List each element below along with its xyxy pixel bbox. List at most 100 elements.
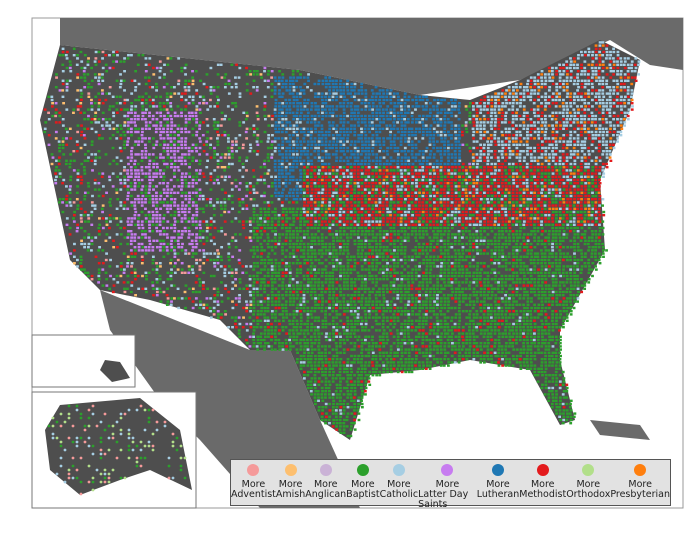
- county-dot: [508, 214, 512, 217]
- county-dot: [450, 162, 454, 166]
- county-dot: [65, 82, 69, 86]
- county-dot: [241, 201, 245, 204]
- county-dot: [191, 201, 195, 204]
- county-dot: [558, 169, 561, 172]
- county-dot: [375, 175, 379, 178]
- county-dot: [633, 76, 637, 79]
- county-dot: [396, 201, 400, 204]
- county-dot: [479, 198, 483, 201]
- county-dot: [432, 105, 435, 108]
- county-dot: [263, 105, 267, 108]
- county-dot: [144, 127, 148, 130]
- county-dot: [576, 63, 579, 66]
- county-dot: [601, 70, 605, 73]
- county-dot: [634, 66, 638, 70]
- county-dot: [566, 92, 570, 95]
- county-dot: [547, 95, 551, 98]
- county-dot: [309, 153, 313, 156]
- county-dot: [198, 121, 202, 124]
- county-dot: [598, 82, 601, 86]
- county-dot: [86, 159, 90, 162]
- county-dot: [382, 169, 386, 172]
- county-dot: [152, 159, 156, 162]
- county-dot: [454, 137, 458, 140]
- county-dot: [378, 127, 382, 130]
- county-dot: [587, 150, 591, 153]
- county-dot: [360, 207, 364, 210]
- county-dot: [569, 178, 573, 182]
- county-dot: [515, 150, 519, 153]
- county-dot: [407, 172, 411, 175]
- county-dot: [317, 92, 321, 95]
- county-dot: [144, 118, 147, 121]
- county-dot: [482, 108, 486, 111]
- county-dot: [367, 150, 371, 153]
- county-dot: [126, 124, 130, 127]
- county-dot: [299, 198, 303, 201]
- county-dot: [378, 204, 382, 207]
- county-dot: [159, 95, 163, 98]
- county-dot: [494, 102, 497, 105]
- county-dot: [140, 210, 144, 214]
- county-dot: [500, 188, 504, 191]
- county-dot: [191, 134, 195, 137]
- county-dot: [450, 105, 454, 108]
- county-dot: [338, 166, 342, 169]
- county-dot: [594, 172, 598, 175]
- county-dot: [155, 169, 158, 172]
- county-dot: [584, 130, 587, 134]
- county-dot: [93, 204, 97, 207]
- county-dot: [627, 76, 630, 79]
- county-dot: [123, 185, 127, 188]
- county-dot: [457, 210, 461, 214]
- county-dot: [432, 134, 436, 137]
- county-dot: [332, 140, 336, 143]
- county-dot: [572, 137, 576, 140]
- county-dot: [436, 175, 440, 178]
- county-dot: [126, 114, 130, 118]
- county-dot: [169, 150, 173, 153]
- county-dot: [616, 114, 620, 118]
- county-dot: [460, 130, 464, 134]
- county-dot: [364, 172, 368, 175]
- county-dot: [500, 204, 504, 207]
- county-dot: [342, 191, 345, 194]
- county-dot: [166, 182, 170, 185]
- county-dot: [479, 217, 483, 220]
- county-dot: [432, 198, 436, 201]
- county-dot: [328, 105, 331, 108]
- county-dot: [533, 156, 537, 159]
- county-dot: [50, 98, 54, 102]
- county-dot: [328, 217, 332, 220]
- county-dot: [554, 111, 558, 114]
- county-dot: [155, 111, 159, 114]
- county-dot: [591, 210, 594, 214]
- county-dot: [573, 130, 577, 134]
- county-dot: [418, 162, 422, 166]
- county-dot: [471, 153, 475, 156]
- county-dot: [487, 137, 490, 140]
- county-dot: [594, 175, 598, 178]
- county-dot: [141, 105, 145, 108]
- county-dot: [494, 98, 498, 102]
- county-dot: [594, 73, 598, 76]
- county-dot: [573, 79, 577, 82]
- county-dot: [428, 153, 432, 156]
- county-dot: [166, 201, 169, 204]
- county-dot: [169, 134, 173, 137]
- county-dot: [169, 159, 173, 162]
- county-dot: [155, 214, 158, 217]
- county-dot: [482, 124, 486, 127]
- county-dot: [400, 150, 404, 153]
- county-dot: [393, 166, 397, 169]
- county-dot: [115, 50, 119, 54]
- county-dot: [285, 172, 288, 175]
- county-dot: [248, 70, 252, 73]
- county-dot: [252, 169, 255, 172]
- county-dot: [525, 111, 529, 114]
- county-dot: [489, 188, 493, 191]
- county-dot: [573, 191, 577, 194]
- county-dot: [285, 127, 289, 130]
- county-dot: [512, 143, 516, 146]
- county-dot: [428, 204, 432, 207]
